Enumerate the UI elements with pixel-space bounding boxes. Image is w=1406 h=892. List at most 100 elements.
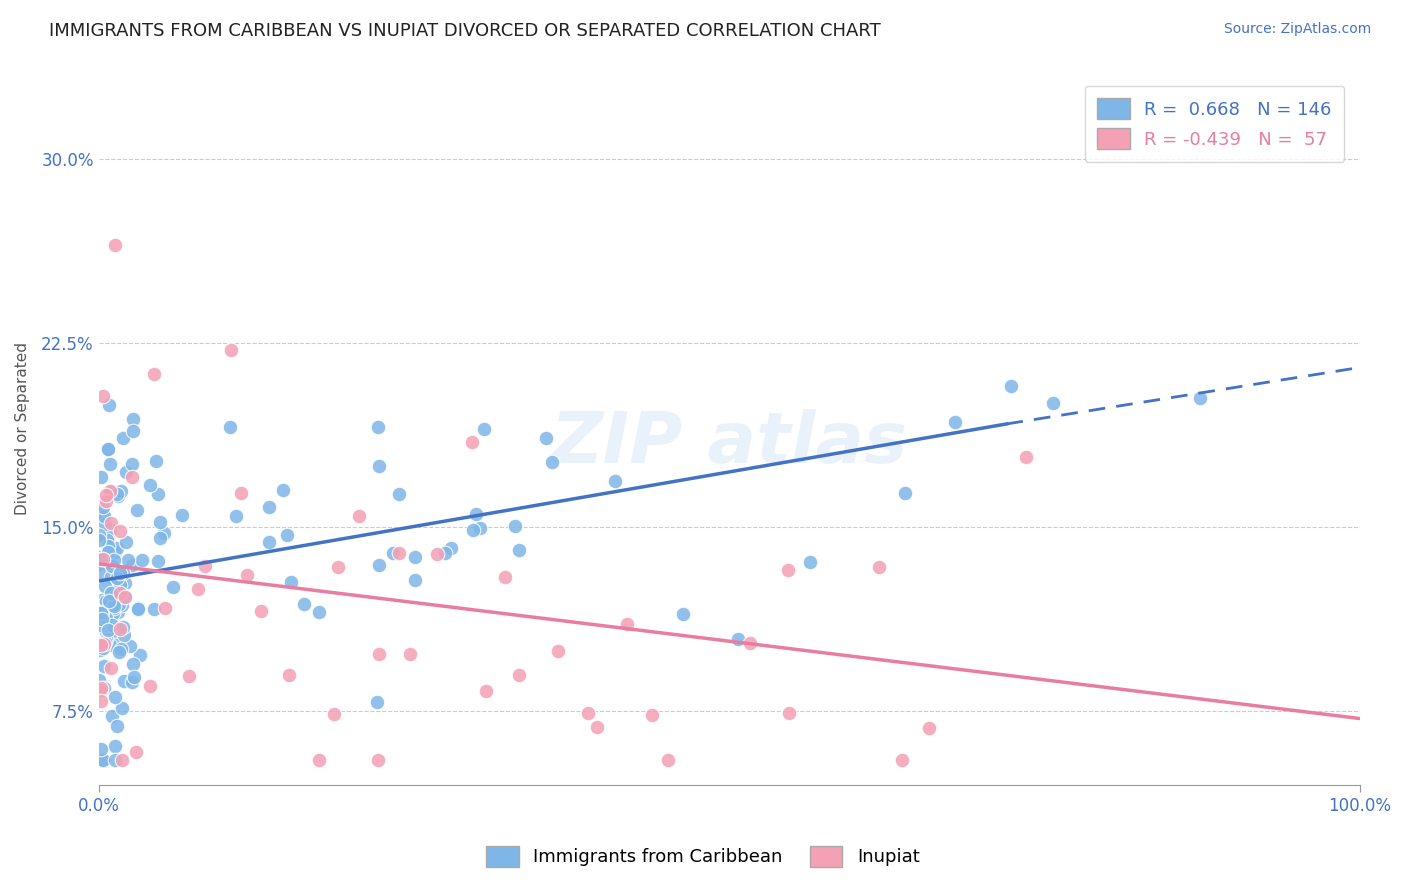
Point [94, 516, 117, 531]
Point [367, 753, 389, 767]
Point [778, 564, 800, 578]
Point [388, 487, 411, 501]
Point [90, 639, 112, 653]
Point [1000, 378, 1022, 392]
Point [90, 551, 112, 566]
Text: IMMIGRANTS FROM CARIBBEAN VS INUPIAT DIVORCED OR SEPARATED CORRELATION CHART: IMMIGRANTS FROM CARIBBEAN VS INUPIAT DIV… [49, 22, 882, 40]
Point [576, 706, 599, 721]
Point [94, 632, 117, 646]
Point [146, 554, 169, 568]
Point [121, 558, 143, 572]
Point [257, 500, 280, 515]
Point [250, 604, 273, 618]
Point [278, 667, 301, 681]
Point [90, 683, 112, 698]
Point [98, 522, 121, 536]
Point [271, 483, 294, 497]
Point [125, 502, 148, 516]
Point [540, 455, 562, 469]
Point [100, 516, 122, 531]
Point [131, 553, 153, 567]
Point [127, 602, 149, 616]
Text: Source: ZipAtlas.com: Source: ZipAtlas.com [1223, 22, 1371, 37]
Point [94, 635, 117, 649]
Point [97, 442, 120, 456]
Point [111, 753, 134, 767]
Point [368, 458, 391, 473]
Point [111, 598, 134, 612]
Point [104, 753, 127, 767]
Point [91, 500, 114, 514]
Point [236, 567, 259, 582]
Point [97, 594, 120, 608]
Point [90, 470, 112, 484]
Point [104, 739, 127, 753]
Y-axis label: Divorced or Separated: Divorced or Separated [15, 343, 30, 516]
Point [129, 648, 152, 662]
Point [468, 521, 491, 535]
Point [87, 617, 110, 632]
Point [94, 611, 117, 625]
Point [105, 541, 128, 556]
Point [93, 681, 115, 696]
Point [219, 343, 242, 357]
Point [868, 559, 890, 574]
Point [121, 457, 143, 471]
Point [104, 622, 127, 636]
Legend: Immigrants from Caribbean, Inupiat: Immigrants from Caribbean, Inupiat [479, 838, 927, 874]
Point [87, 533, 110, 548]
Point [114, 590, 136, 604]
Point [107, 605, 129, 619]
Point [93, 659, 115, 673]
Point [108, 585, 131, 599]
Point [103, 587, 125, 601]
Point [474, 684, 496, 698]
Point [229, 486, 252, 500]
Point [943, 416, 966, 430]
Text: ZIP atlas: ZIP atlas [551, 409, 908, 477]
Point [139, 478, 162, 492]
Point [117, 553, 139, 567]
Point [89, 643, 111, 657]
Point [91, 605, 114, 619]
Point [799, 555, 821, 569]
Point [323, 707, 346, 722]
Point [778, 706, 800, 721]
Point [108, 645, 131, 659]
Point [1188, 391, 1211, 405]
Point [103, 599, 125, 614]
Point [433, 546, 456, 560]
Point [91, 753, 114, 767]
Point [508, 668, 530, 682]
Point [91, 552, 114, 566]
Point [367, 420, 389, 434]
Point [463, 523, 485, 537]
Point [100, 570, 122, 584]
Point [98, 484, 121, 499]
Point [90, 681, 112, 696]
Point [143, 601, 166, 615]
Point [122, 670, 145, 684]
Point [112, 431, 135, 445]
Point [97, 545, 120, 559]
Point [97, 531, 120, 545]
Point [465, 507, 488, 521]
Point [225, 509, 247, 524]
Point [738, 636, 761, 650]
Point [187, 582, 209, 596]
Point [104, 545, 127, 559]
Point [177, 669, 200, 683]
Point [122, 657, 145, 672]
Point [308, 606, 330, 620]
Point [440, 541, 463, 556]
Point [93, 506, 115, 520]
Point [149, 531, 172, 545]
Legend: R =  0.668   N = 146, R = -0.439   N =  57: R = 0.668 N = 146, R = -0.439 N = 57 [1084, 86, 1344, 161]
Point [122, 412, 145, 426]
Point [112, 628, 135, 642]
Point [121, 470, 143, 484]
Point [103, 552, 125, 566]
Point [127, 601, 149, 615]
Point [94, 579, 117, 593]
Point [100, 586, 122, 600]
